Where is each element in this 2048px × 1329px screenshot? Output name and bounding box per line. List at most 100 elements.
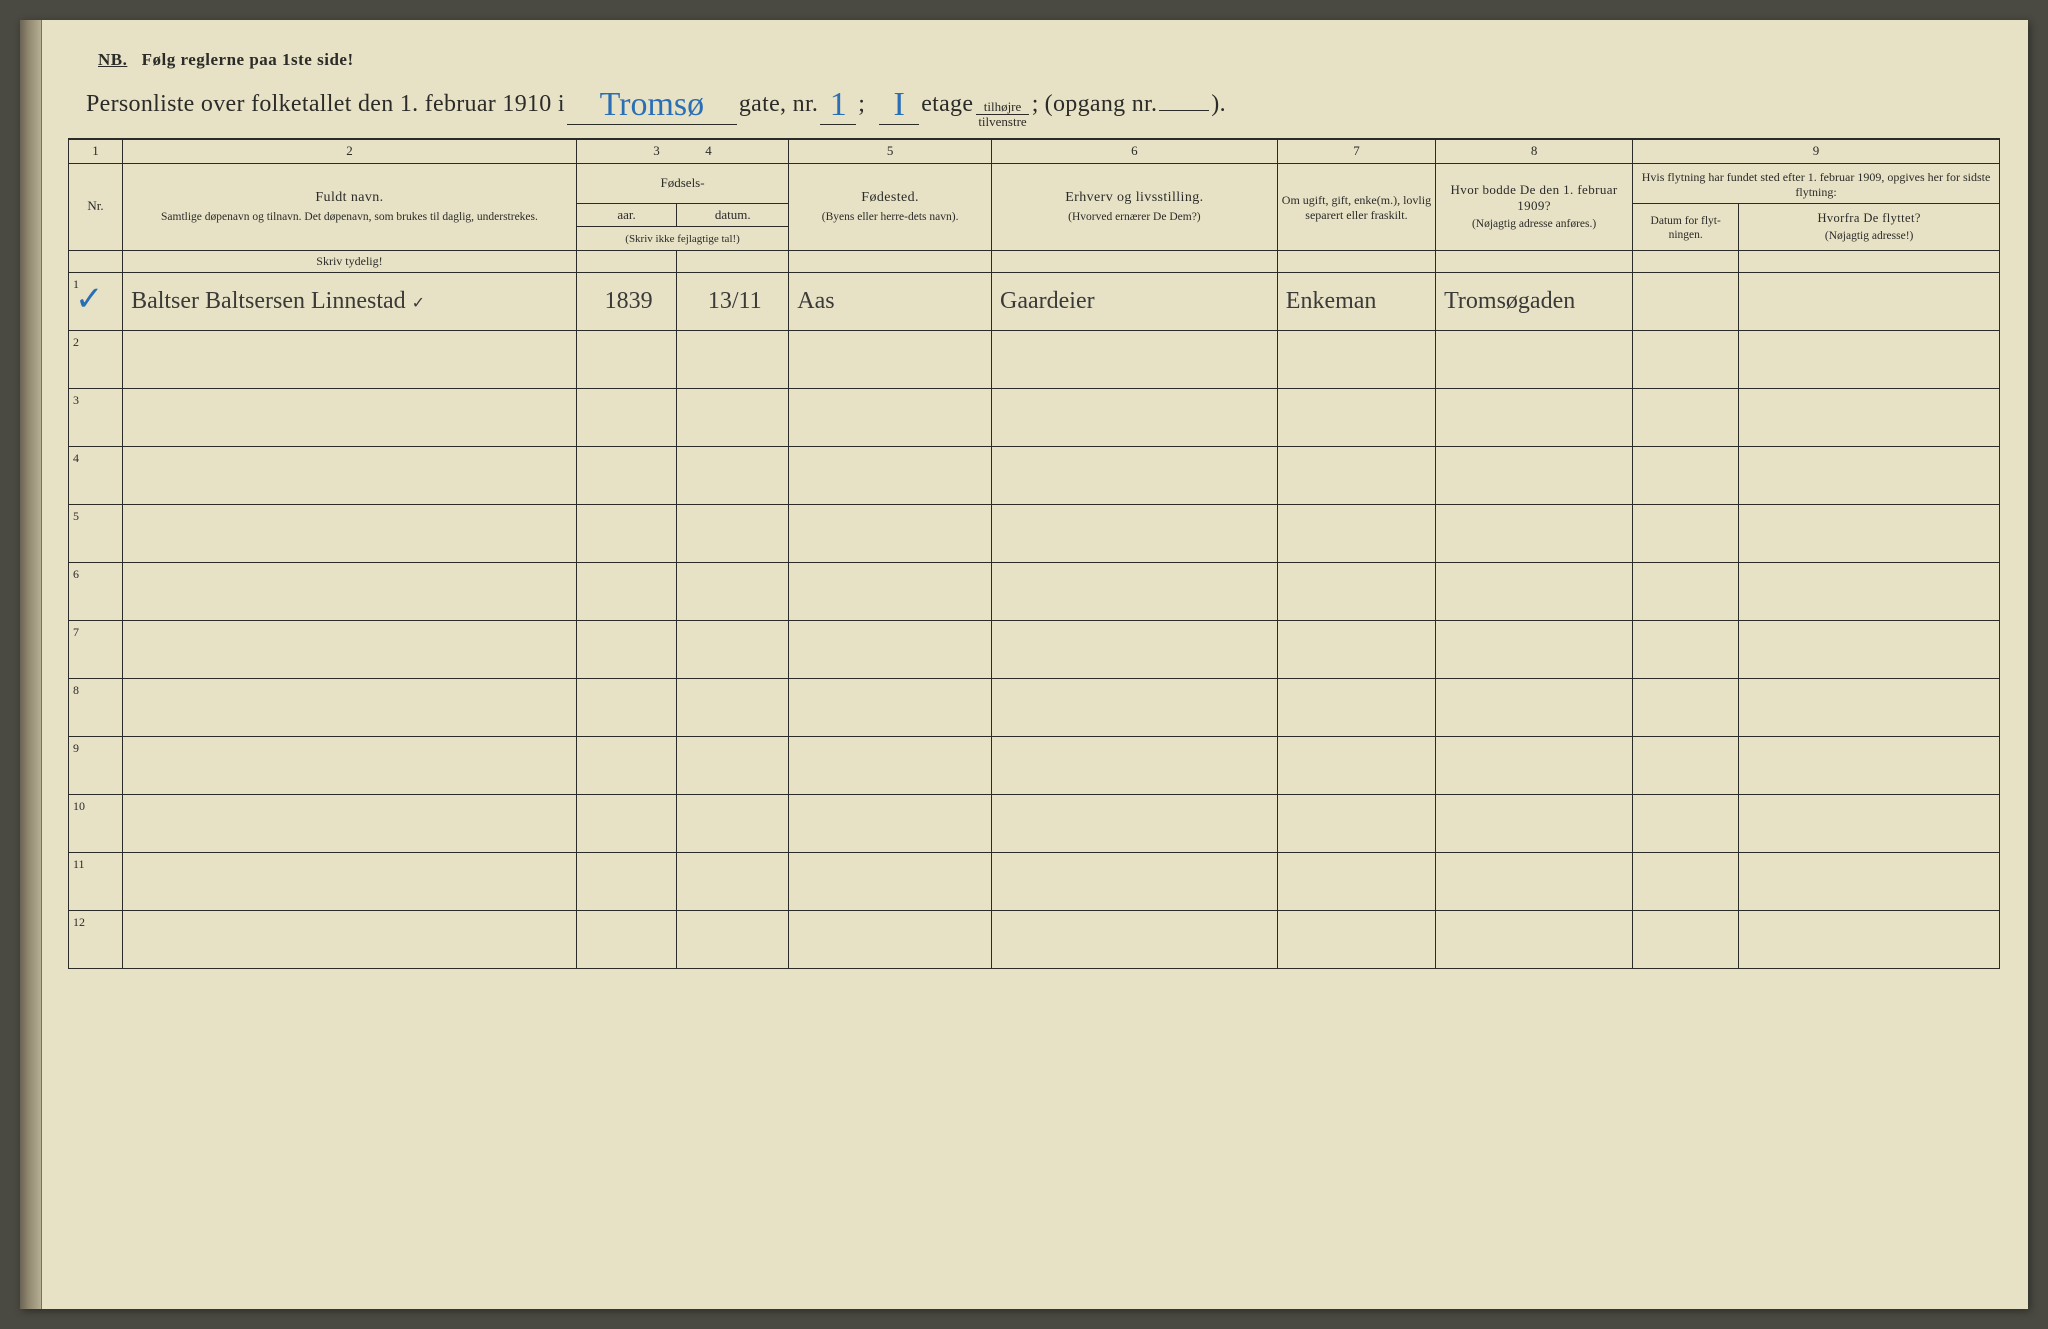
cell-adresse1909 — [1436, 620, 1633, 678]
cell-fodested — [789, 678, 992, 736]
table-row: 5 — [69, 504, 2000, 562]
frac-suffix: ; — [1032, 91, 1039, 118]
colnum-1: 1 — [69, 139, 123, 163]
cell-datum — [677, 446, 789, 504]
etage-field: I — [879, 86, 919, 125]
cell-flyt_fra — [1739, 272, 2000, 330]
cell-erhverv: Gaardeier — [992, 272, 1278, 330]
cell-aar — [576, 736, 676, 794]
cell-flyt_datum — [1633, 562, 1739, 620]
colnum-2: 2 — [123, 139, 577, 163]
cell-fodested — [789, 736, 992, 794]
cell-sivilstand — [1277, 562, 1435, 620]
hdr-datum: datum. — [677, 203, 789, 226]
cell-flyt_datum — [1633, 794, 1739, 852]
cell-navn: Baltser Baltsersen Linnestad ✓ — [123, 272, 577, 330]
cell-nr: 4 — [69, 446, 123, 504]
cell-flyt_datum — [1633, 678, 1739, 736]
cell-erhverv — [992, 620, 1278, 678]
nb-prefix: NB. — [98, 50, 127, 69]
cell-datum — [677, 388, 789, 446]
colnum-5: 5 — [789, 139, 992, 163]
hdr-aar: aar. — [576, 203, 676, 226]
cell-fodested — [789, 910, 992, 968]
skriv-tydelig: Skriv tydelig! — [123, 250, 577, 272]
cell-datum — [677, 736, 789, 794]
cell-flyt_fra — [1739, 852, 2000, 910]
cell-adresse1909 — [1436, 504, 1633, 562]
opgang-label: (opgang nr. — [1045, 91, 1158, 118]
cell-nr: 1✓ — [69, 272, 123, 330]
cell-sivilstand — [1277, 852, 1435, 910]
cell-aar — [576, 910, 676, 968]
cell-navn — [123, 504, 577, 562]
table-row: 7 — [69, 620, 2000, 678]
cell-navn — [123, 910, 577, 968]
cell-flyt_fra — [1739, 330, 2000, 388]
opgang-nr-field — [1159, 110, 1209, 111]
cell-aar — [576, 620, 676, 678]
street-field: Tromsø — [567, 86, 737, 125]
gate-nr-field: 1 — [820, 86, 856, 125]
census-page: NB. Følg reglerne paa 1ste side! Personl… — [20, 20, 2028, 1309]
cell-adresse1909 — [1436, 910, 1633, 968]
cell-aar — [576, 852, 676, 910]
cell-nr: 12 — [69, 910, 123, 968]
cell-datum — [677, 562, 789, 620]
skriv-tydelig-row: Skriv tydelig! — [69, 250, 2000, 272]
etage-label: etage — [921, 91, 973, 118]
cell-nr: 10 — [69, 794, 123, 852]
cell-sivilstand — [1277, 504, 1435, 562]
table-row: 10 — [69, 794, 2000, 852]
handwritten-value: Aas — [797, 288, 834, 314]
cell-sivilstand — [1277, 620, 1435, 678]
cell-flyt_fra — [1739, 388, 2000, 446]
table-header: 1 2 3 4 5 6 7 8 9 Nr. — [69, 139, 2000, 272]
sheet: NB. Følg reglerne paa 1ste side! Personl… — [20, 20, 2028, 989]
cell-datum — [677, 504, 789, 562]
cell-datum — [677, 794, 789, 852]
cell-adresse1909 — [1436, 678, 1633, 736]
hdr-flyt-fra: Hvorfra De flyttet? (Nøjagtig adresse!) — [1739, 203, 2000, 250]
cell-sivilstand — [1277, 678, 1435, 736]
colnum-3-4: 3 4 — [576, 139, 788, 163]
cell-flyt_datum — [1633, 852, 1739, 910]
handwritten-value: Baltser Baltsersen Linnestad — [131, 288, 406, 314]
cell-nr: 5 — [69, 504, 123, 562]
hdr-sivilstand: Om ugift, gift, enke(m.), lovlig separer… — [1277, 163, 1435, 250]
hdr-flyt-datum: Datum for flyt-ningen. — [1633, 203, 1739, 250]
cell-nr: 3 — [69, 388, 123, 446]
cell-aar — [576, 794, 676, 852]
cell-flyt_datum — [1633, 446, 1739, 504]
cell-adresse1909 — [1436, 794, 1633, 852]
cell-sivilstand — [1277, 446, 1435, 504]
cell-datum — [677, 330, 789, 388]
cell-sivilstand — [1277, 910, 1435, 968]
semicolon: ; — [858, 91, 865, 118]
cell-aar — [576, 562, 676, 620]
cell-aar: 1839 — [576, 272, 676, 330]
cell-fodested — [789, 562, 992, 620]
table-row: 3 — [69, 388, 2000, 446]
opgang-close: ). — [1211, 91, 1226, 118]
cell-aar — [576, 678, 676, 736]
hdr-flytning-top: Hvis flytning har fundet sted efter 1. f… — [1633, 163, 2000, 203]
table-row: 4 — [69, 446, 2000, 504]
cell-fodested — [789, 446, 992, 504]
header-row-1: Nr. Fuldt navn. Samtlige døpenavn og til… — [69, 163, 2000, 203]
cell-adresse1909 — [1436, 388, 1633, 446]
cell-flyt_fra — [1739, 620, 2000, 678]
cell-sivilstand — [1277, 330, 1435, 388]
cell-erhverv — [992, 562, 1278, 620]
hdr-skriv-note: (Skriv ikke fejlagtige tal!) — [576, 226, 788, 250]
cell-navn — [123, 330, 577, 388]
frac-bot: tilvenstre — [976, 115, 1028, 129]
cell-sivilstand — [1277, 388, 1435, 446]
name-checkmark: ✓ — [412, 293, 425, 313]
cell-navn — [123, 562, 577, 620]
row-checkmark: ✓ — [75, 279, 104, 319]
handwritten-value: 13/11 — [708, 288, 762, 314]
cell-flyt_fra — [1739, 678, 2000, 736]
cell-adresse1909 — [1436, 330, 1633, 388]
cell-aar — [576, 330, 676, 388]
